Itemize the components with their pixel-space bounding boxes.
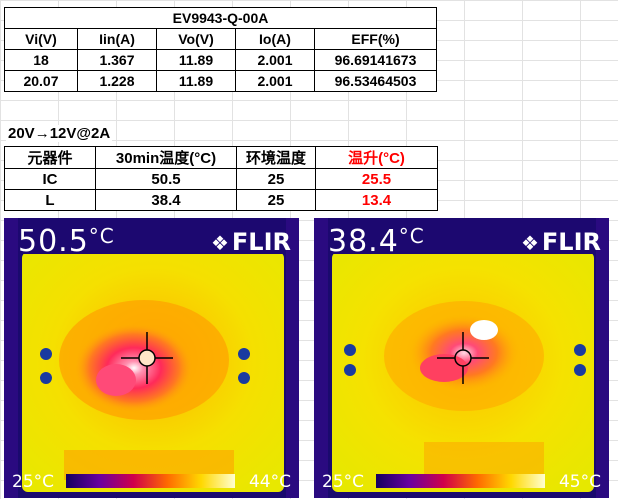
thermal-image-inductor[interactable]: 38.4°C ❖ FLIR 25°C 45°C [314, 218, 609, 498]
table-cell[interactable]: 11.89 [156, 49, 236, 71]
flir-diamond-icon: ❖ [520, 231, 539, 255]
table-row: 18 1.367 11.89 2.001 96.69141673 [4, 49, 437, 71]
efficiency-table-title[interactable]: EV9943-Q-00A [4, 7, 437, 29]
table-cell[interactable]: 25 [236, 168, 316, 190]
table-cell[interactable]: 25.5 [315, 168, 438, 190]
flir-diamond-icon: ❖ [210, 231, 229, 255]
table-header-row: Vi(V) Iin(A) Vo(V) Io(A) EFF(%) [4, 28, 437, 50]
flir-brand-text: FLIR [541, 228, 601, 256]
table-cell[interactable]: 96.69141673 [314, 49, 437, 71]
flir-brand-text: FLIR [231, 228, 291, 256]
header-cell[interactable]: Vi(V) [4, 28, 78, 50]
table-row: L 38.4 25 13.4 [4, 189, 438, 211]
temperature-readout: 50.5°C [18, 224, 115, 259]
header-cell[interactable]: Vo(V) [156, 28, 236, 50]
table-header-row: 元器件 30min温度(°C) 环境温度 温升(°C) [4, 146, 438, 169]
temperature-readout: 38.4°C [328, 224, 425, 259]
table-cell[interactable]: 11.89 [156, 70, 236, 92]
table-cell[interactable]: L [4, 189, 96, 211]
efficiency-table: EV9943-Q-00A Vi(V) Iin(A) Vo(V) Io(A) EF… [4, 7, 437, 92]
temperature-scale-bar [376, 474, 545, 488]
table-row: 20.07 1.228 11.89 2.001 96.53464503 [4, 70, 437, 92]
thermal-heatmap [314, 218, 609, 498]
header-cell[interactable]: 元器件 [4, 146, 96, 169]
temperature-table: 元器件 30min温度(°C) 环境温度 温升(°C) IC 50.5 25 2… [4, 146, 438, 211]
readout-unit: °C [88, 224, 115, 248]
header-cell[interactable]: 30min温度(°C) [95, 146, 237, 169]
table-cell[interactable]: 18 [4, 49, 78, 71]
table-cell[interactable]: 38.4 [95, 189, 237, 211]
readout-unit: °C [398, 224, 425, 248]
flir-logo: ❖ FLIR [211, 228, 291, 256]
table-cell[interactable]: 20.07 [4, 70, 78, 92]
scale-max-label: 45°C [558, 472, 601, 492]
table-cell[interactable]: 2.001 [235, 70, 315, 92]
thermal-image-ic[interactable]: 50.5°C ❖ FLIR 25°C 44°C [4, 218, 299, 498]
table-cell[interactable]: 96.53464503 [314, 70, 437, 92]
table-row: IC 50.5 25 25.5 [4, 168, 438, 190]
header-cell[interactable]: Iin(A) [77, 28, 157, 50]
table-cell[interactable]: IC [4, 168, 96, 190]
flir-logo: ❖ FLIR [521, 228, 601, 256]
scale-min-label: 25°C [322, 472, 365, 492]
thermal-heatmap [4, 218, 299, 498]
readout-value: 38.4 [328, 224, 399, 259]
scale-min-label: 25°C [12, 472, 55, 492]
condition-label[interactable]: 20V→12V@2A [6, 125, 113, 142]
table-cell[interactable]: 1.228 [77, 70, 157, 92]
table-cell[interactable]: 2.001 [235, 49, 315, 71]
scale-max-label: 44°C [248, 472, 291, 492]
table-cell[interactable]: 1.367 [77, 49, 157, 71]
header-cell[interactable]: 环境温度 [236, 146, 316, 169]
table-cell[interactable]: 50.5 [95, 168, 237, 190]
table-cell[interactable]: 13.4 [315, 189, 438, 211]
table-cell[interactable]: 25 [236, 189, 316, 211]
header-cell[interactable]: EFF(%) [314, 28, 437, 50]
temperature-scale-bar [66, 474, 235, 488]
header-cell[interactable]: Io(A) [235, 28, 315, 50]
header-cell[interactable]: 温升(°C) [315, 146, 438, 169]
readout-value: 50.5 [18, 224, 89, 259]
